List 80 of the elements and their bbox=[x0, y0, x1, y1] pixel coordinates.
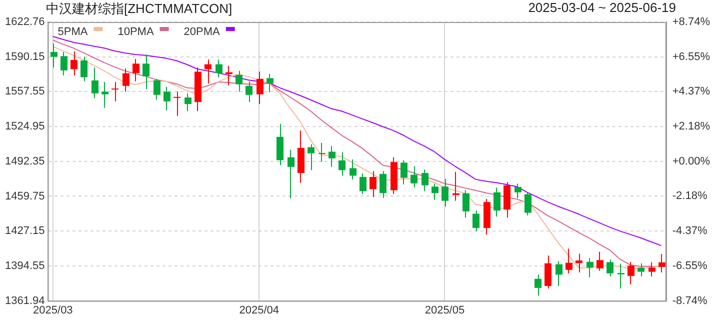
candlestick bbox=[618, 263, 624, 290]
candlestick bbox=[556, 260, 562, 286]
y2-tick-label: -6.55% bbox=[672, 260, 708, 272]
candlestick bbox=[350, 158, 356, 180]
candlestick bbox=[102, 82, 108, 108]
y-tick-label: 1459.75 bbox=[4, 190, 45, 202]
candlestick bbox=[410, 166, 418, 188]
candlestick bbox=[80, 56, 88, 82]
candlestick bbox=[204, 58, 212, 84]
candlestick bbox=[576, 253, 582, 273]
candlestick bbox=[132, 58, 140, 82]
candlestick bbox=[276, 123, 284, 166]
candlestick bbox=[628, 262, 634, 285]
candlestick bbox=[50, 42, 58, 68]
chart-subtitle: 2025-03-04 ~ 2025-06-19 bbox=[528, 0, 676, 15]
candlestick bbox=[174, 91, 180, 116]
candlestick bbox=[494, 187, 500, 218]
candlestick bbox=[514, 183, 522, 199]
candlestick bbox=[112, 82, 118, 102]
candlestick bbox=[246, 80, 252, 103]
x-tick-label: 2025/04 bbox=[239, 304, 280, 316]
candlestick bbox=[452, 171, 460, 202]
candlestick bbox=[142, 54, 150, 90]
candlestick bbox=[92, 66, 98, 99]
candlestick bbox=[360, 172, 366, 195]
chart-title: 中汉建材综指[ZHCTMMATCON] bbox=[46, 0, 232, 18]
candlestick bbox=[586, 258, 594, 278]
candlestick bbox=[380, 170, 386, 198]
legend-label: 5PMA bbox=[58, 26, 88, 38]
candlestick bbox=[422, 168, 428, 192]
candlestick bbox=[216, 58, 222, 78]
x-tick-label: 2025/03 bbox=[33, 304, 73, 316]
candlestick bbox=[164, 86, 170, 111]
y2-tick-label: +2.18% bbox=[672, 120, 710, 133]
candlestick bbox=[184, 92, 192, 112]
candlestick bbox=[122, 68, 130, 92]
candlestick bbox=[596, 251, 604, 272]
y-tick-label: 1590.15 bbox=[4, 50, 45, 63]
candlestick bbox=[658, 254, 666, 273]
candlestick bbox=[236, 70, 242, 92]
candlestick bbox=[370, 170, 376, 198]
candlestick bbox=[308, 144, 314, 171]
candlestick bbox=[318, 142, 326, 162]
y-tick-label: 1557.55 bbox=[4, 86, 45, 98]
candlestick bbox=[328, 145, 336, 168]
y-tick-label: 1394.55 bbox=[4, 260, 45, 272]
y2-tick-label: -2.18% bbox=[672, 190, 708, 202]
candlestick bbox=[606, 258, 614, 277]
y2-tick-label: +8.74% bbox=[672, 16, 710, 28]
candlestick bbox=[70, 50, 78, 76]
y2-tick-label: +6.55% bbox=[672, 50, 710, 63]
y-tick-label: 1492.35 bbox=[4, 155, 45, 168]
legend-label: 20PMA bbox=[184, 26, 221, 38]
candlestick bbox=[338, 152, 346, 176]
legend-label: 10PMA bbox=[118, 26, 154, 38]
candlestick bbox=[462, 190, 470, 218]
y-tick-label: 1427.15 bbox=[4, 225, 45, 238]
candlestick bbox=[288, 149, 294, 199]
y2-tick-label: +0.00% bbox=[672, 155, 710, 168]
candlestick bbox=[442, 178, 448, 208]
y2-tick-label: +4.37% bbox=[672, 86, 710, 98]
candlestick bbox=[60, 51, 68, 76]
candlestick bbox=[432, 183, 438, 200]
candlestick bbox=[534, 274, 542, 296]
candlestick bbox=[256, 71, 264, 105]
candlestick bbox=[266, 74, 274, 93]
candlestick bbox=[566, 248, 572, 274]
y2-tick-label: -4.37% bbox=[672, 225, 708, 238]
y-tick-label: 1622.76 bbox=[4, 16, 45, 28]
candlestick bbox=[472, 210, 480, 232]
y-tick-label: 1524.95 bbox=[4, 120, 45, 133]
y-tick-label: 1361.94 bbox=[4, 294, 45, 307]
candlestick bbox=[638, 262, 644, 277]
candlestick bbox=[154, 78, 160, 100]
y2-tick-label: -8.74% bbox=[672, 294, 708, 307]
candlestick bbox=[544, 255, 552, 290]
candlestick bbox=[648, 262, 656, 277]
x-tick-label: 2025/05 bbox=[424, 304, 465, 316]
candlestick bbox=[400, 160, 408, 185]
candlestick bbox=[524, 192, 532, 216]
